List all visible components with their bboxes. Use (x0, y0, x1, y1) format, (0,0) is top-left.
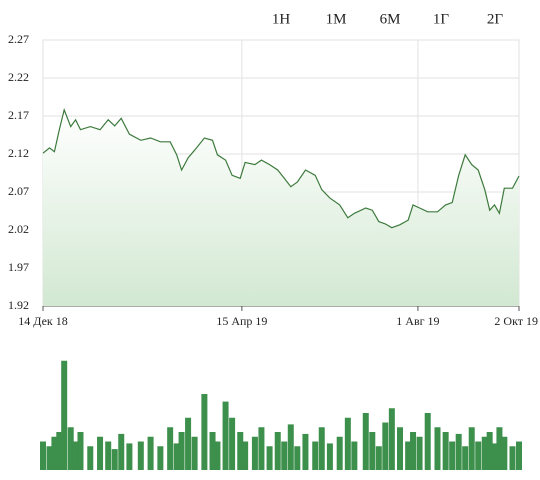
volume-bar (326, 443, 333, 470)
volume-bar (462, 446, 469, 470)
y-tick-label: 2.22 (8, 70, 29, 84)
volume-bar (126, 443, 133, 470)
volume-bar (61, 360, 68, 470)
volume-bar (496, 427, 503, 470)
range-button[interactable]: 2Г (487, 11, 504, 27)
volume-bar (87, 446, 94, 470)
volume-bar (137, 441, 144, 470)
volume-bar (501, 436, 508, 470)
volume-bar (318, 427, 325, 470)
volume-bar (167, 427, 174, 470)
volume-bar (72, 441, 79, 470)
volume-bar (455, 433, 462, 470)
volume-bar (242, 441, 249, 470)
volume-bar (97, 436, 104, 470)
volume-bar (302, 433, 309, 470)
volume-bar (251, 436, 258, 470)
volume-bar (258, 427, 265, 470)
x-tick-label: 15 Апр 19 (216, 314, 267, 328)
volume-bar (351, 441, 358, 470)
volume-bar (274, 432, 281, 470)
volume-bar (468, 427, 475, 470)
volume-bar (491, 443, 498, 470)
volume-bar (294, 446, 301, 470)
x-tick-label: 14 Дек 18 (18, 314, 68, 328)
volume-bar (516, 441, 522, 470)
range-button[interactable]: 1Н (272, 11, 291, 27)
volume-bar (105, 441, 112, 470)
volume-bar (486, 432, 493, 470)
volume-bar (281, 441, 288, 470)
volume-bar (442, 432, 449, 470)
volume-bar (509, 446, 516, 470)
volume-bar (178, 432, 185, 470)
volume-bar (336, 436, 343, 470)
volume-bar (157, 446, 164, 470)
volume-bar (118, 433, 125, 470)
volume-bar (382, 422, 389, 470)
range-button[interactable]: 6М (380, 11, 401, 27)
volume-bar (56, 432, 63, 470)
volume-bar (77, 432, 84, 470)
volume-bar (51, 436, 58, 470)
volume-bar (424, 413, 431, 470)
volume-bar (67, 427, 74, 470)
volume-bar (434, 427, 441, 470)
y-tick-label: 2.07 (8, 184, 29, 198)
volume-bar (237, 432, 244, 470)
range-button[interactable]: 1М (326, 11, 347, 27)
volume-bar (40, 441, 46, 470)
volume-bar (191, 436, 198, 470)
price-area (43, 109, 519, 307)
volume-bar (201, 394, 208, 470)
volume-bar (344, 417, 351, 470)
y-tick-label: 2.27 (8, 32, 29, 46)
y-tick-label: 2.12 (8, 146, 29, 160)
volume-bar (173, 443, 180, 470)
volume-bar (214, 441, 221, 470)
volume-bar (475, 441, 482, 470)
volume-bar (481, 436, 488, 470)
volume-bar (416, 436, 423, 470)
price-line (42, 107, 520, 229)
volume-bar (405, 441, 412, 470)
volume-bar (266, 446, 273, 470)
volume-bar (222, 401, 229, 470)
volume-bar (209, 432, 216, 470)
x-tick-label: 1 Авг 19 (396, 314, 439, 328)
volume-bar (147, 436, 154, 470)
volume-bar (397, 427, 403, 470)
volume-bar (312, 441, 319, 470)
volume-bar (388, 408, 395, 470)
volume-bar (362, 413, 369, 470)
volume-bar (229, 417, 236, 470)
volume-bar (369, 432, 376, 470)
volume-bar (449, 441, 456, 470)
y-tick-label: 2.17 (8, 108, 29, 122)
y-tick-label: 1.97 (8, 260, 29, 274)
volume-bar (46, 446, 53, 470)
range-button[interactable]: 1Г (433, 11, 450, 27)
volume-bar (185, 417, 192, 470)
volume-bar (375, 446, 382, 470)
y-tick-label: 2.02 (8, 222, 29, 236)
volume-bar (410, 432, 417, 470)
y-tick-label: 1.92 (8, 298, 29, 312)
x-tick-label: 2 Окт 19 (494, 314, 538, 328)
volume-bar (111, 449, 118, 470)
volume-bar (287, 424, 294, 470)
